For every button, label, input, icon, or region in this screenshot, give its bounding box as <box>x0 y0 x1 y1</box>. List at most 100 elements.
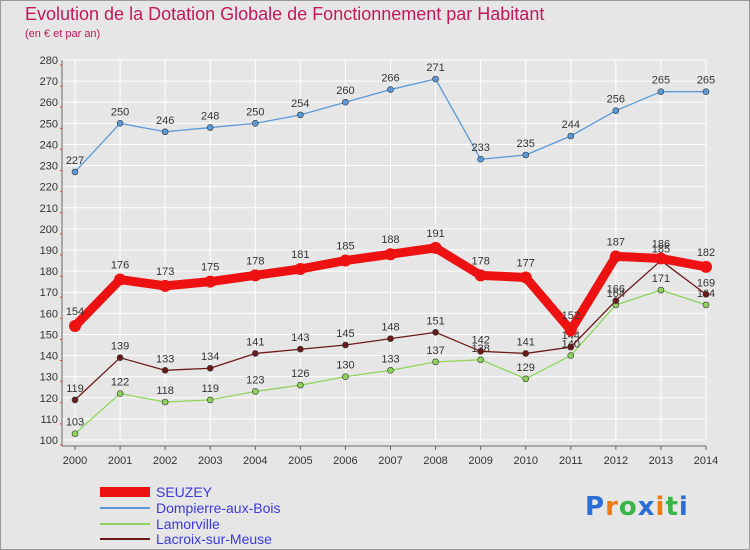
data-label: 188 <box>381 234 399 246</box>
data-label: 173 <box>156 266 174 278</box>
data-point <box>342 98 349 106</box>
data-point <box>116 120 124 127</box>
data-point <box>251 120 259 127</box>
data-point <box>657 286 665 294</box>
data-label: 185 <box>652 244 670 256</box>
data-label: 103 <box>66 417 84 429</box>
data-point <box>474 269 487 282</box>
data-label: 169 <box>697 277 715 289</box>
data-label: 181 <box>291 249 309 261</box>
data-point <box>612 107 620 114</box>
data-label: 118 <box>156 385 174 397</box>
y-tick-label: 180 <box>40 266 58 278</box>
legend-label-dompierre: Dompierre-aux-Bois <box>156 500 281 516</box>
data-label: 126 <box>291 368 309 380</box>
data-label: 133 <box>156 353 174 365</box>
data-label: 178 <box>246 255 264 267</box>
data-label: 186 <box>652 238 670 250</box>
data-label: 142 <box>471 334 489 346</box>
data-point <box>654 252 667 265</box>
data-label: 271 <box>426 62 444 74</box>
y-tick-label: 110 <box>40 414 58 426</box>
legend-swatch-lacroix <box>100 538 150 540</box>
data-point <box>432 329 439 336</box>
data-label: 246 <box>156 115 174 127</box>
data-label: 176 <box>111 260 129 272</box>
data-point <box>432 358 439 366</box>
data-point <box>206 124 214 131</box>
data-label: 119 <box>66 383 84 395</box>
data-label: 148 <box>381 322 399 334</box>
data-label: 191 <box>426 228 444 240</box>
data-point <box>69 320 81 332</box>
data-label: 119 <box>201 383 219 395</box>
data-point <box>204 275 217 288</box>
logo-letter: x <box>637 492 656 522</box>
data-point <box>71 168 79 176</box>
chart-subtitle: (en € et par an) <box>25 28 101 40</box>
data-point <box>114 273 127 286</box>
data-label: 265 <box>697 75 715 87</box>
data-label: 178 <box>471 255 489 267</box>
data-point <box>387 335 394 342</box>
data-point <box>161 367 169 374</box>
logo-letter: r <box>605 492 619 522</box>
data-label: 141 <box>246 336 264 348</box>
x-tick-label: 2013 <box>649 455 673 467</box>
y-tick-label: 220 <box>40 182 58 194</box>
data-label: 145 <box>336 328 354 340</box>
data-label: 139 <box>111 341 129 353</box>
data-label: 152 <box>562 310 580 322</box>
data-point <box>384 248 397 261</box>
data-point <box>251 350 259 357</box>
data-label: 254 <box>291 98 309 110</box>
data-label: 244 <box>562 119 580 131</box>
data-label: 175 <box>201 262 219 274</box>
data-point <box>297 381 304 389</box>
data-point <box>564 324 577 337</box>
data-point <box>522 350 530 357</box>
data-point <box>339 254 352 267</box>
data-label: 122 <box>111 377 129 389</box>
y-tick-label: 120 <box>40 393 58 405</box>
data-point <box>159 279 172 292</box>
data-point <box>249 269 262 282</box>
x-tick-label: 2010 <box>513 455 537 467</box>
x-tick-label: 2009 <box>468 455 492 467</box>
legend-label-lacroix: Lacroix-sur-Meuse <box>156 531 272 547</box>
data-point <box>387 367 394 374</box>
data-point <box>522 151 530 159</box>
x-tick-label: 2000 <box>63 455 87 467</box>
x-tick-label: 2001 <box>108 455 132 467</box>
data-point <box>700 260 712 273</box>
data-point <box>609 250 622 263</box>
x-tick-label: 2007 <box>378 455 402 467</box>
data-point <box>477 155 484 163</box>
data-label: 137 <box>426 345 444 357</box>
x-tick-label: 2008 <box>423 455 447 467</box>
data-point <box>432 75 439 83</box>
logo-letter: i <box>678 492 689 522</box>
logo-letter: P <box>585 492 606 522</box>
data-label: 248 <box>201 111 219 123</box>
data-label: 130 <box>336 360 354 372</box>
data-point <box>206 396 214 404</box>
data-point <box>567 352 575 359</box>
data-label: 133 <box>381 353 399 365</box>
y-tick-label: 240 <box>40 139 58 151</box>
y-tick-label: 140 <box>40 351 58 363</box>
logo-letter: o <box>618 492 638 522</box>
legend-item-lamorville: Lamorville <box>100 516 220 532</box>
y-tick-label: 270 <box>40 76 58 88</box>
legend-swatch-lamorville <box>100 523 150 525</box>
data-point <box>702 88 710 95</box>
data-label: 187 <box>607 236 625 248</box>
x-tick-label: 2003 <box>198 455 222 467</box>
data-point <box>161 398 169 406</box>
data-point <box>342 373 349 380</box>
data-label: 143 <box>291 332 309 344</box>
legend-item-seuzey: SEUZEY <box>100 484 212 500</box>
data-label: 134 <box>201 351 219 363</box>
y-tick-label: 210 <box>40 203 58 215</box>
